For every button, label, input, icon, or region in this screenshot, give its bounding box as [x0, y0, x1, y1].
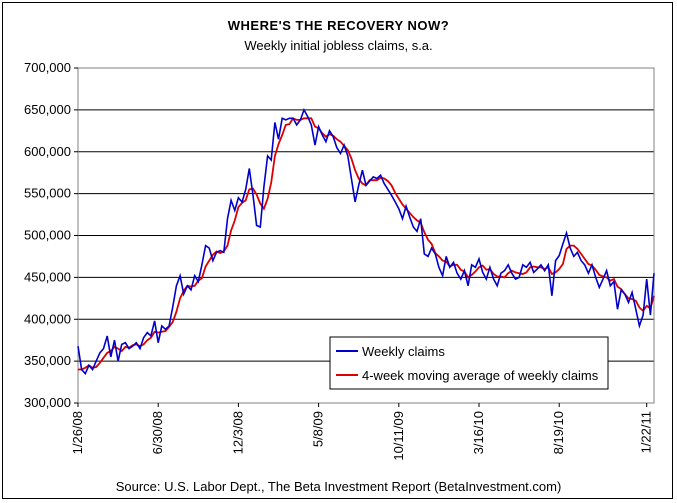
legend-box	[329, 336, 609, 390]
y-tick-label: 650,000	[24, 102, 71, 117]
y-tick-label: 300,000	[24, 395, 71, 410]
x-tick-label: 10/11/09	[391, 411, 406, 461]
x-tick-label: 3/16/10	[471, 411, 486, 454]
y-tick-label: 600,000	[24, 144, 71, 159]
y-axis-ticks: 300,000 350,000 400,000 450,000 500,000 550,0…	[24, 60, 78, 410]
x-tick-label: 12/3/08	[230, 411, 245, 454]
chart-subtitle: Weekly initial jobless claims, s.a.	[244, 38, 433, 53]
y-tick-label: 350,000	[24, 353, 71, 368]
x-tick-label: 6/30/08	[150, 411, 165, 454]
legend-label-weekly-claims: Weekly claims	[362, 344, 445, 359]
y-tick-label: 500,000	[24, 228, 71, 243]
chart-title: WHERE'S THE RECOVERY NOW?	[227, 18, 450, 33]
x-tick-label: 1/22/11	[639, 411, 654, 453]
x-axis-ticks: 1/26/08 6/30/08 12/3/08 5/8/09 10/11/09 3/16/…	[70, 403, 654, 461]
source-note: Source: U.S. Labor Dept., The Beta Inves…	[115, 479, 562, 494]
grid-lines	[78, 67, 654, 362]
legend-label-moving-average: 4-week moving average of weekly claims	[362, 368, 599, 383]
series-line-moving-average	[78, 117, 655, 371]
series-line-weekly-claims	[77, 107, 655, 376]
y-tick-label: 550,000	[24, 186, 71, 201]
x-tick-label: 5/8/09	[311, 411, 326, 447]
y-tick-label: 400,000	[24, 311, 71, 326]
y-tick-label: 700,000	[24, 60, 71, 75]
x-tick-label: 1/26/08	[70, 411, 85, 454]
legend: Weekly claims 4-week moving average of w…	[329, 336, 609, 390]
x-tick-label: 8/19/10	[551, 411, 566, 454]
y-tick-label: 450,000	[24, 269, 71, 284]
